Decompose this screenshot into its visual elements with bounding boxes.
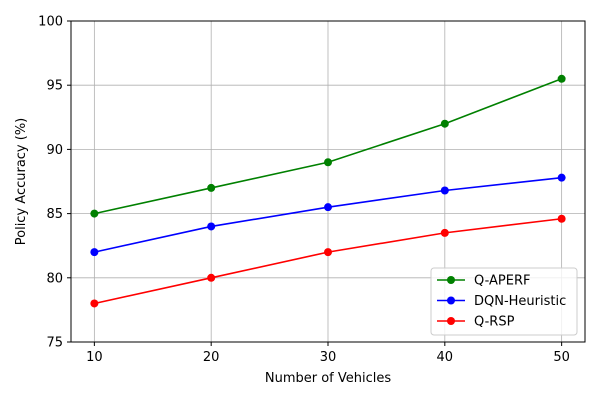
legend-box xyxy=(430,267,578,336)
legend-label: Q-APERF xyxy=(474,274,530,289)
data-point-q-rsp xyxy=(324,248,332,257)
legend-item-dqn-heuristic: DQN-Heuristic xyxy=(437,294,566,309)
data-point-q-aperf xyxy=(440,119,449,128)
data-point-q-rsp xyxy=(557,214,566,223)
data-point-q-rsp xyxy=(207,273,216,282)
data-point-q-rsp xyxy=(90,299,99,308)
legend: Q-APERF DQN-Heuristic Q-RSP xyxy=(430,267,578,336)
data-point-dqn-heuristic xyxy=(440,186,449,195)
x-tick-label: 20 xyxy=(203,350,220,365)
series-layer xyxy=(90,74,566,308)
series-q-rsp xyxy=(90,214,566,308)
data-point-q-rsp xyxy=(440,228,449,237)
x-tick-label: 10 xyxy=(86,350,103,365)
data-point-q-aperf xyxy=(90,209,99,218)
data-point-dqn-heuristic xyxy=(557,173,566,182)
y-tick-label: 100 xyxy=(38,15,63,30)
legend-marker xyxy=(447,317,455,325)
legend-item-q-aperf: Q-APERF xyxy=(437,274,530,289)
legend-marker xyxy=(447,296,455,305)
data-point-q-aperf xyxy=(207,183,216,192)
y-tick-label: 95 xyxy=(46,79,63,94)
x-tick-label: 40 xyxy=(437,350,454,365)
y-tick-label: 85 xyxy=(46,207,63,222)
y-axis-label: Policy Accuracy (%) xyxy=(14,118,29,246)
y-tick-label: 90 xyxy=(46,143,63,158)
legend-marker xyxy=(447,276,455,284)
y-tick-label: 75 xyxy=(46,336,63,351)
axis-ticks: 10 20 30 40 50 75 80 85 90 95 100 xyxy=(38,15,570,366)
legend-item-q-rsp: Q-RSP xyxy=(437,315,515,330)
data-point-q-aperf xyxy=(557,74,566,83)
series-q-aperf xyxy=(90,74,566,218)
legend-label: DQN-Heuristic xyxy=(474,294,566,309)
x-axis-label: Number of Vehicles xyxy=(265,371,392,386)
x-tick-label: 50 xyxy=(553,350,570,365)
data-point-dqn-heuristic xyxy=(90,248,99,257)
data-point-q-aperf xyxy=(324,158,332,167)
data-point-dqn-heuristic xyxy=(324,203,332,212)
legend-label: Q-RSP xyxy=(474,315,515,330)
series-dqn-heuristic xyxy=(90,173,566,257)
y-tick-label: 80 xyxy=(46,271,63,286)
x-tick-label: 30 xyxy=(320,350,337,365)
data-point-dqn-heuristic xyxy=(207,222,216,231)
